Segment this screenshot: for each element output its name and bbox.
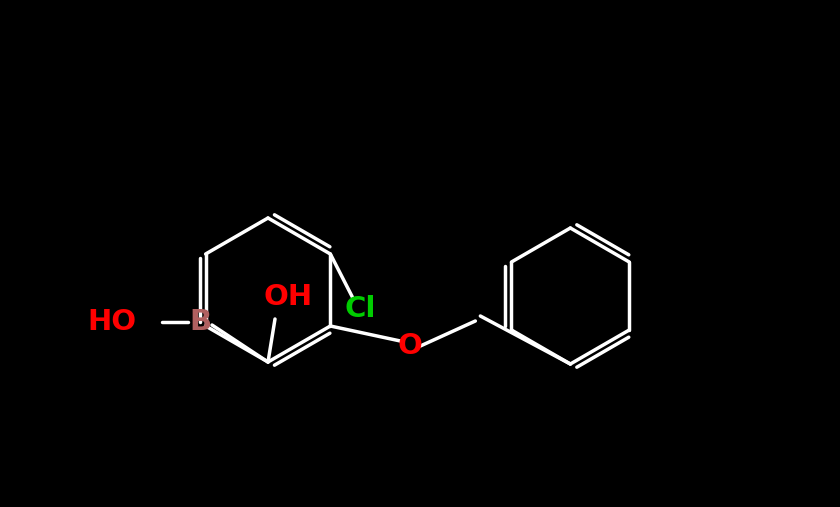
Text: Cl: Cl bbox=[344, 295, 376, 323]
Text: OH: OH bbox=[264, 283, 312, 311]
Text: B: B bbox=[189, 308, 211, 336]
Text: HO: HO bbox=[88, 308, 137, 336]
Text: O: O bbox=[398, 332, 423, 360]
